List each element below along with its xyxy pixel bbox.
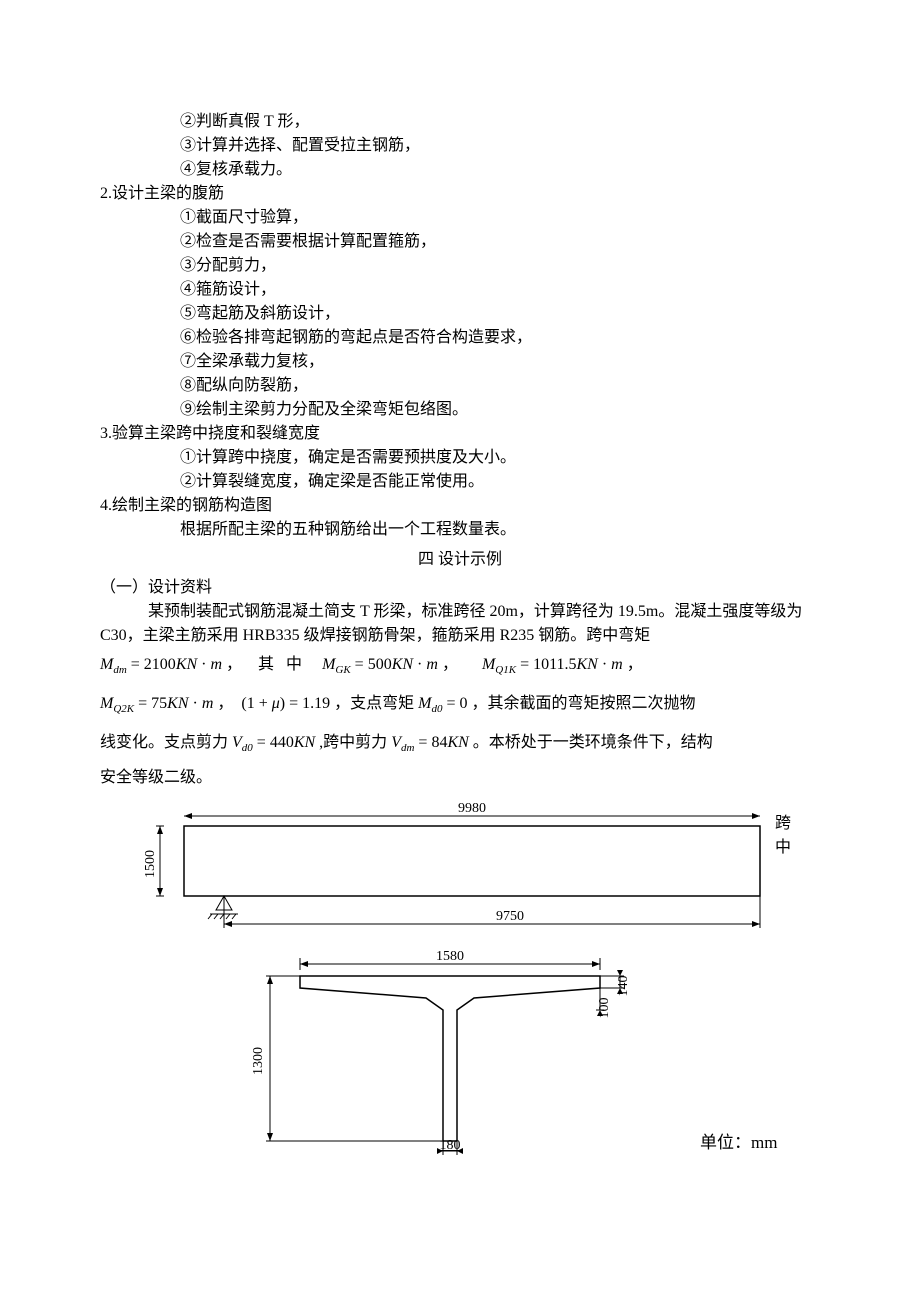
dim-span: 9750 [496, 909, 524, 924]
heading-3: 3.验算主梁跨中挠度和裂缝宽度 [100, 422, 820, 446]
outline-item: ⑤弯起筋及斜筋设计， [100, 302, 820, 326]
dim-section-height: 1300 [251, 1047, 266, 1075]
heading-2: 2.设计主梁的腹筋 [100, 182, 820, 206]
heading-4: 4.绘制主梁的钢筋构造图 [100, 494, 820, 518]
formula-line: MQ2K = 75KN · m ， (1 + μ) = 1.19 ，支点弯矩 M… [100, 687, 820, 726]
dim-flange-root: 100 [597, 997, 612, 1018]
outline-item: ①截面尺寸验算， [100, 206, 820, 230]
figure-t-section: 1580 1300 140 [220, 946, 640, 1161]
outline-item: ④箍筋设计， [100, 278, 820, 302]
subsection-title: （一）设计资料 [100, 576, 820, 600]
outline-item: ④复核承载力。 [100, 158, 820, 182]
outline-item: 根据所配主梁的五种钢筋给出一个工程数量表。 [100, 518, 820, 542]
label-kuai: 跨 [775, 814, 791, 832]
outline-item: ②判断真假 T 形， [100, 110, 820, 134]
formula-line: Mdm = 2100KN · m ， 其 中 MGK = 500KN · m ，… [100, 648, 820, 687]
outline-item: ②检查是否需要根据计算配置箍筋， [100, 230, 820, 254]
section-title: 四 设计示例 [100, 542, 820, 576]
formula-line: 线变化。支点剪力 Vd0 = 440KN ,跨中剪力 Vdm = 84KN 。本… [100, 726, 820, 765]
paragraph: 某预制装配式钢筋混凝土简支 T 形梁，标准跨径 20m，计算跨径为 19.5m。… [100, 600, 820, 648]
outline-item: ①计算跨中挠度，确定是否需要预拱度及大小。 [100, 446, 820, 470]
outline-item: ③计算并选择、配置受拉主钢筋， [100, 134, 820, 158]
dim-web-width: 180 [440, 1138, 461, 1153]
paragraph: 安全等级二级。 [100, 766, 820, 790]
outline-item: ②计算裂缝宽度，确定梁是否能正常使用。 [100, 470, 820, 494]
dim-height: 1500 [143, 850, 158, 878]
dim-flange-edge: 140 [616, 975, 631, 996]
text: ,跨中剪力 [319, 734, 387, 751]
outline-item: ③分配剪力， [100, 254, 820, 278]
dim-total-length: 9980 [458, 801, 486, 816]
outline-item: ⑦全梁承载力复核， [100, 350, 820, 374]
outline-item: ⑨绘制主梁剪力分配及全梁弯矩包络图。 [100, 398, 820, 422]
text: 。本桥处于一类环境条件下，结构 [473, 734, 713, 751]
unit-label: 单位：mm [640, 1122, 777, 1161]
text: ，其余截面的弯矩按照二次抛物 [472, 695, 696, 712]
figure-side-elevation: 9980 1500 9750 跨 [100, 796, 840, 936]
label-zhong: 中 [775, 838, 791, 856]
dim-flange-width: 1580 [436, 949, 464, 964]
outline-item: ⑥检验各排弯起钢筋的弯起点是否符合构造要求， [100, 326, 820, 350]
outline-item: ⑧配纵向防裂筋， [100, 374, 820, 398]
text: 线变化。支点剪力 [100, 734, 228, 751]
